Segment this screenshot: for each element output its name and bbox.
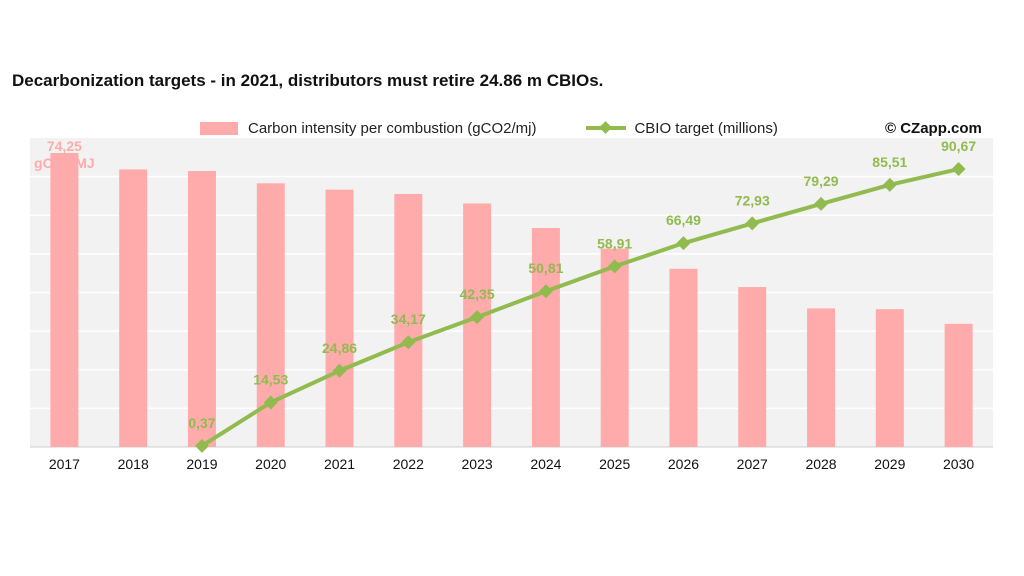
line-point-2023 — [470, 310, 485, 325]
line-data-label: 72,93 — [735, 192, 770, 208]
legend-bar-swatch — [200, 121, 238, 135]
line-data-label: 24,86 — [322, 340, 357, 356]
legend: Carbon intensity per combustion (gCO2/mj… — [200, 118, 778, 138]
bar-2024 — [531, 228, 560, 447]
line-data-label: 58,91 — [597, 235, 632, 251]
bar-2018 — [119, 169, 148, 448]
bar-data-label: gCO2/MJ — [34, 155, 95, 171]
line-data-label: 85,51 — [872, 154, 907, 170]
legend-label-carbon-intensity: Carbon intensity per combustion (gCO2/mj… — [248, 119, 537, 137]
x-tick-label: 2024 — [530, 456, 561, 472]
x-tick-label: 2017 — [49, 456, 80, 472]
line-data-label: 34,17 — [391, 311, 426, 327]
line-point-2026 — [676, 236, 691, 251]
line-point-2029 — [882, 177, 897, 192]
line-data-label: 79,29 — [804, 173, 839, 189]
data-labels: 0,37 14,53 24,86 34,17 42,35 50,81 58,91 66,49 7… — [34, 138, 976, 431]
bar-2022 — [394, 193, 423, 447]
line-point-2027 — [745, 216, 760, 231]
bar-2026 — [669, 268, 698, 447]
legend-label-cbio-target: CBIO target (millions) — [634, 119, 778, 137]
x-tick-label: 2027 — [737, 456, 768, 472]
bar-2019 — [187, 170, 216, 447]
bar-2021 — [325, 189, 354, 447]
x-tick-label: 2025 — [599, 456, 630, 472]
bar-2023 — [463, 203, 492, 447]
line-point-2024 — [538, 284, 553, 299]
line-data-label: 50,81 — [528, 260, 563, 276]
line-point-2020 — [263, 395, 278, 410]
line-point-2019 — [194, 438, 209, 453]
line-data-label: 66,49 — [666, 212, 701, 228]
legend-item-carbon-intensity: Carbon intensity per combustion (gCO2/mj… — [200, 120, 536, 137]
line-data-label: 90,67 — [941, 138, 976, 154]
legend-line-swatch — [586, 121, 627, 135]
x-tick-label: 2020 — [255, 456, 286, 472]
bar-2028 — [807, 308, 836, 447]
x-tick-label: 2028 — [805, 456, 836, 472]
line-data-label: 42,35 — [460, 286, 495, 302]
cbio-target-line — [200, 167, 960, 448]
x-tick-label: 2023 — [462, 456, 493, 472]
x-tick-label: 2029 — [874, 456, 905, 472]
bar-data-label: 74,25 — [47, 138, 82, 154]
bar-2025 — [600, 248, 629, 447]
credit-label: © CZapp.com — [885, 120, 982, 137]
x-axis: 2017 2018 2019 2020 2021 2022 2023 2024 2025 2026… — [49, 456, 975, 472]
x-tick-label: 2019 — [186, 456, 217, 472]
line-series — [194, 162, 966, 453]
line-data-label: 0,37 — [188, 415, 215, 431]
x-tick-label: 2021 — [324, 456, 355, 472]
bar-2027 — [738, 287, 767, 447]
line-point-2025 — [607, 259, 622, 274]
bar-2030 — [944, 323, 973, 447]
x-tick-label: 2022 — [393, 456, 424, 472]
bar-2017 — [50, 152, 79, 447]
line-point-2022 — [401, 335, 416, 350]
line-point-2030 — [951, 162, 966, 177]
x-tick-label: 2018 — [118, 456, 149, 472]
legend-item-cbio-target: CBIO target (millions) — [586, 119, 778, 137]
x-tick-label: 2026 — [668, 456, 699, 472]
line-data-label: 14,53 — [253, 371, 288, 387]
x-tick-label: 2030 — [943, 456, 974, 472]
line-point-2021 — [332, 363, 347, 378]
chart-title: Decarbonization targets - in 2021, distr… — [12, 71, 604, 90]
line-point-2028 — [814, 196, 829, 211]
bar-2029 — [875, 309, 904, 447]
